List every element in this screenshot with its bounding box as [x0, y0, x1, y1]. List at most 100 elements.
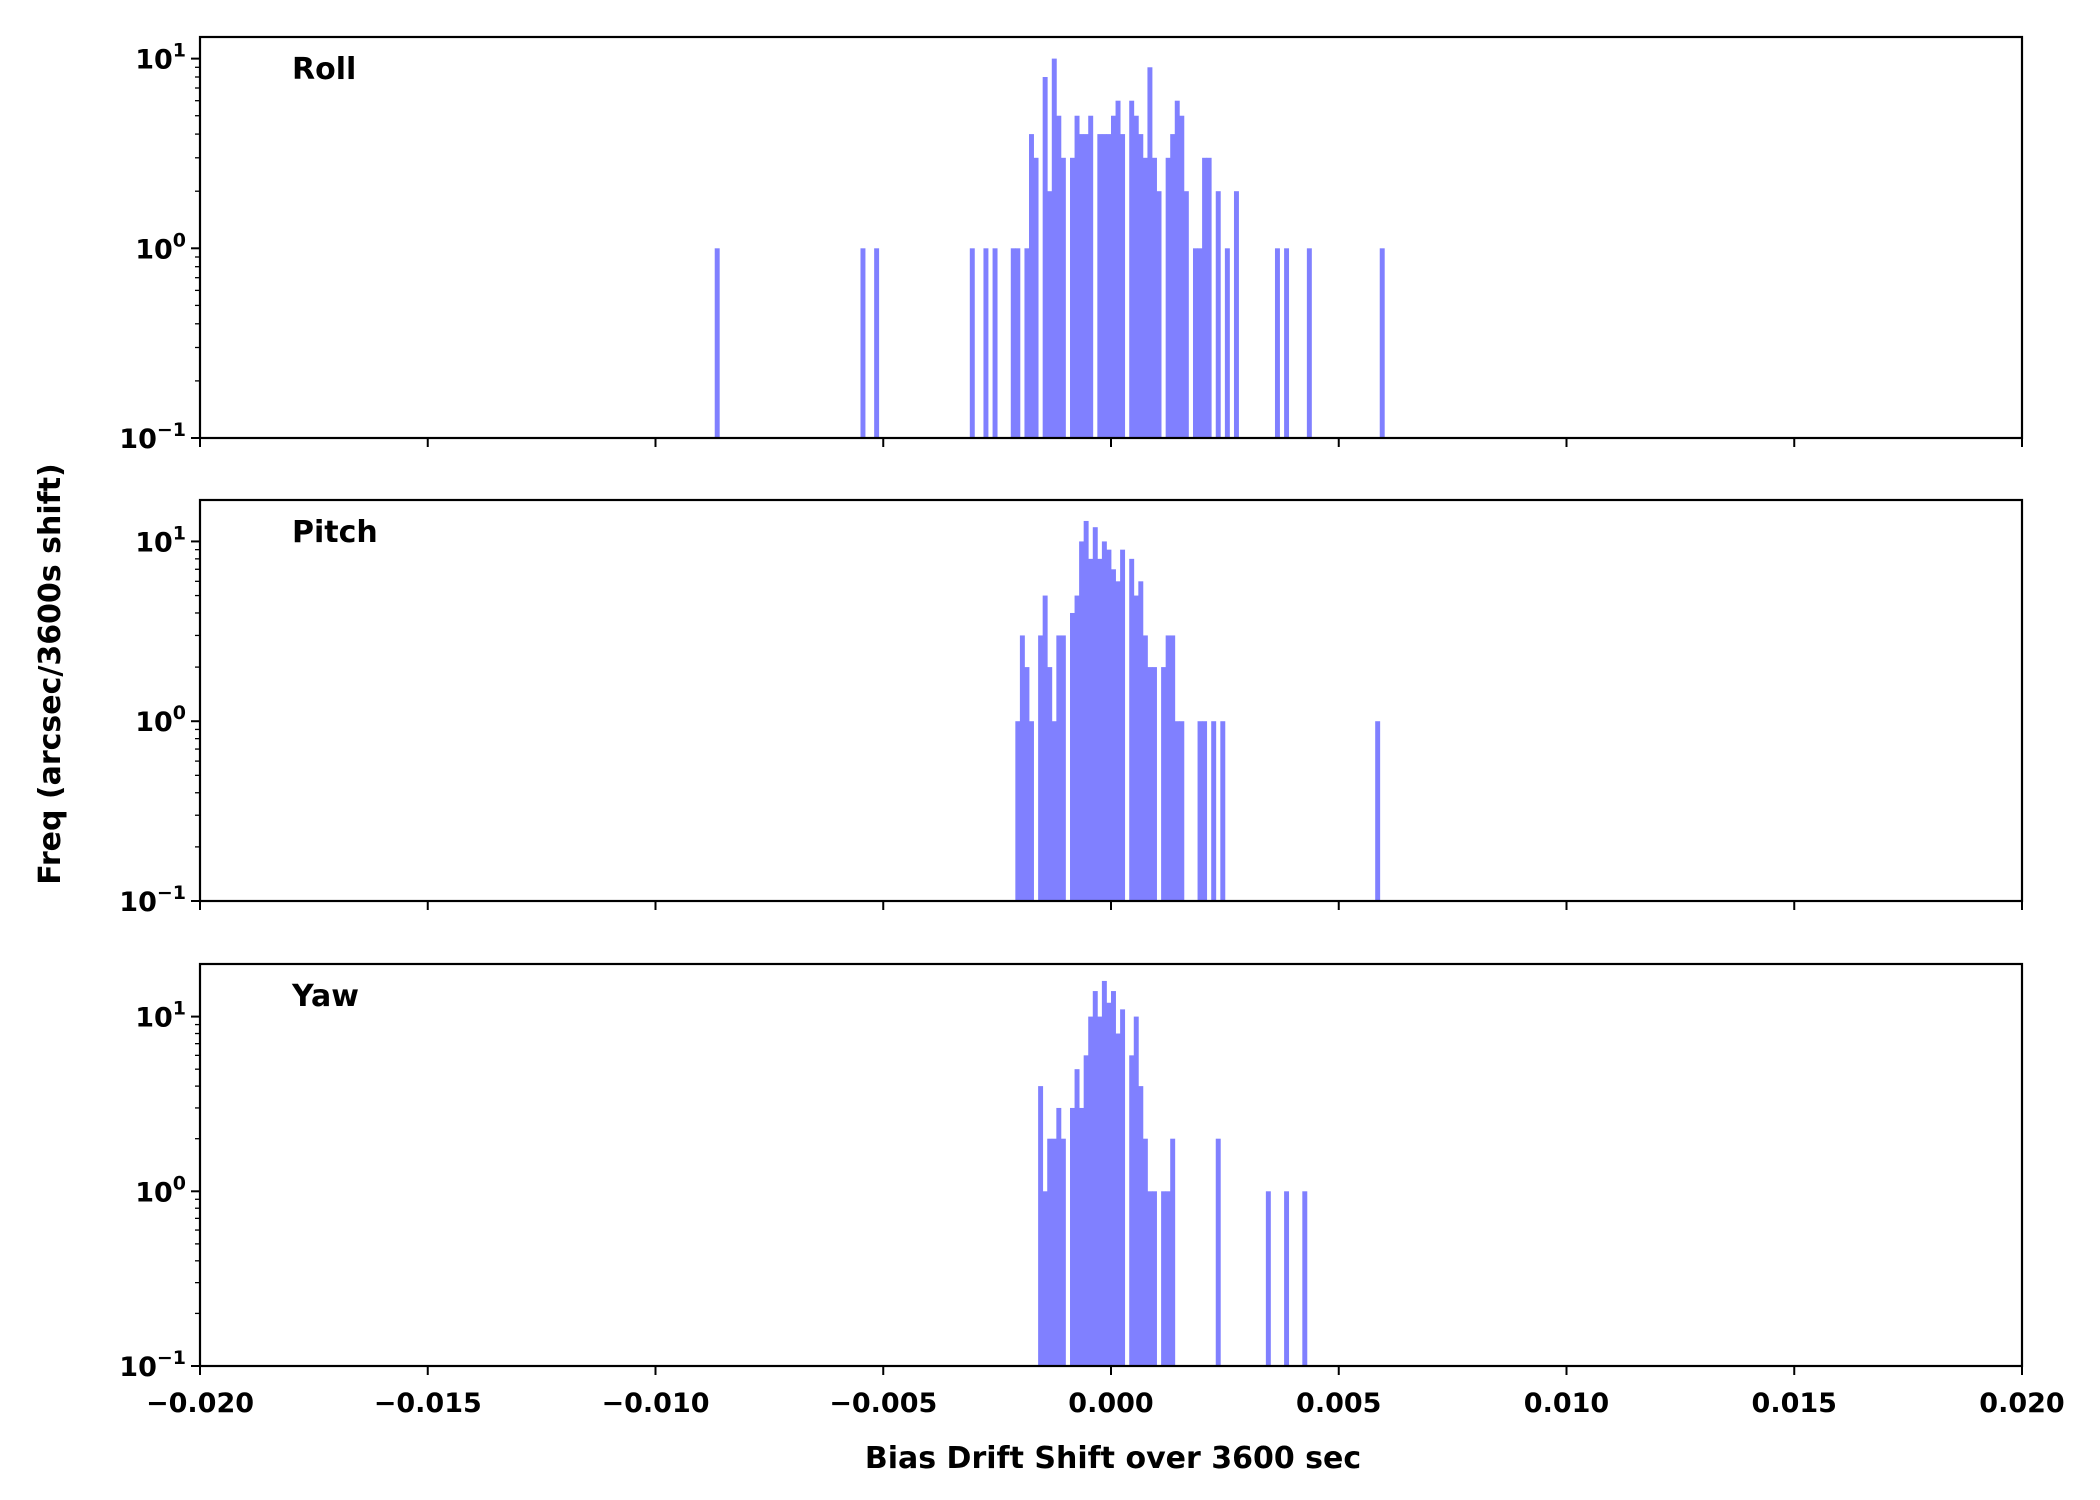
x-tick-label: −0.010: [601, 1388, 709, 1419]
y-tick-label: 101: [135, 998, 186, 1034]
histogram-bar: [1170, 1138, 1176, 1366]
histogram-bar: [1101, 134, 1107, 438]
histogram-bar: [1147, 667, 1153, 901]
histogram-bar: [1133, 595, 1139, 901]
histogram-bar: [1138, 1086, 1144, 1366]
histogram-bar: [1302, 1191, 1308, 1366]
histogram-bar: [1092, 527, 1098, 901]
histogram-bar: [1165, 635, 1171, 901]
histogram-bar: [1197, 721, 1203, 901]
histogram-bar: [1206, 157, 1212, 439]
x-tick-label: 0.020: [1979, 1388, 2064, 1419]
histogram-bar: [1042, 595, 1048, 901]
histogram-bar: [1170, 635, 1176, 901]
histogram-bar: [1051, 1138, 1057, 1366]
y-tick-exponent: 0: [173, 1172, 186, 1194]
histogram-bar: [1029, 721, 1034, 901]
histogram-bar: [992, 248, 998, 438]
x-tick-label: −0.020: [146, 1388, 254, 1419]
y-tick-base: 10: [119, 1352, 157, 1383]
panel-title: Pitch: [292, 515, 378, 550]
histogram-bar: [1224, 248, 1230, 438]
histogram-bar: [1233, 191, 1239, 438]
histogram-bar: [1015, 248, 1021, 438]
histogram-bar: [1070, 157, 1075, 439]
histogram-bar: [1183, 191, 1189, 438]
histogram-bar: [1179, 115, 1185, 438]
y-tick-base: 10: [135, 1177, 173, 1208]
y-tick-exponent: 1: [173, 40, 186, 62]
y-tick-label: 100: [135, 229, 186, 265]
histogram-bar: [860, 248, 866, 438]
histogram-bar: [1120, 549, 1126, 901]
histogram-bar: [1088, 1016, 1094, 1366]
panel-title: Yaw: [291, 979, 359, 1014]
histogram-bar: [1274, 248, 1280, 438]
histogram-bar: [1174, 100, 1180, 438]
histogram-bar: [1029, 134, 1034, 438]
histogram-bar: [1088, 115, 1094, 438]
histogram-bar: [1060, 1138, 1066, 1366]
histogram-bar: [1115, 1033, 1121, 1366]
histogram-bar: [1115, 100, 1121, 438]
x-tick-label: 0.000: [1068, 1388, 1153, 1419]
histogram-bar: [1197, 248, 1203, 438]
histogram-bar: [1079, 541, 1085, 901]
histogram-bar: [1106, 1002, 1112, 1366]
y-tick-label: 100: [135, 1172, 186, 1208]
histogram-bar: [1120, 1009, 1126, 1366]
histogram-bar: [1111, 991, 1116, 1366]
histogram-bar: [1284, 248, 1290, 438]
y-tick-exponent: 0: [173, 702, 186, 724]
histogram-bar: [1056, 635, 1062, 901]
histogram-bar: [1106, 134, 1112, 438]
histogram-bar: [1147, 1191, 1153, 1366]
histogram-bar: [1101, 541, 1107, 901]
histogram-bar: [1033, 157, 1039, 439]
histogram-bar: [1047, 191, 1053, 438]
histogram-bar: [1147, 67, 1153, 438]
histogram-bar: [1101, 980, 1107, 1366]
histogram-bar: [1170, 134, 1176, 438]
histogram-bar: [1051, 721, 1057, 901]
histogram-bar: [1097, 134, 1103, 438]
histogram-bar: [1142, 1138, 1148, 1366]
y-tick-label: 10−1: [119, 419, 186, 455]
x-tick-label: −0.005: [829, 1388, 937, 1419]
y-tick-base: 10: [135, 527, 173, 558]
histogram-bar: [1165, 157, 1171, 439]
y-tick-exponent: 0: [173, 229, 186, 251]
x-tick-label: 0.005: [1296, 1388, 1381, 1419]
histogram-bar: [1038, 635, 1044, 901]
y-tick-base: 10: [135, 234, 173, 265]
histogram-bar: [1161, 1191, 1167, 1366]
histogram-bar: [1133, 115, 1139, 438]
y-tick-exponent: −1: [157, 1347, 186, 1369]
histogram-bar: [1015, 721, 1021, 901]
histogram-bar: [1038, 1086, 1044, 1366]
y-tick-exponent: 1: [173, 522, 186, 544]
histogram-bar: [1379, 248, 1385, 438]
histogram-bar: [969, 248, 975, 438]
y-tick-base: 10: [135, 45, 173, 76]
histogram-bar: [1192, 248, 1198, 438]
y-axis-title: Freq (arcsec/3600s shift): [33, 463, 68, 885]
histogram-bar: [1284, 1191, 1290, 1366]
histogram-bar: [1115, 581, 1121, 901]
histogram-bar: [1056, 115, 1062, 438]
y-tick-base: 10: [135, 1003, 173, 1034]
y-tick-exponent: 1: [173, 998, 186, 1020]
panel-title: Roll: [292, 52, 356, 87]
histogram-bar: [1079, 1107, 1085, 1366]
histogram-bar: [1142, 157, 1148, 439]
histogram-bar: [1092, 991, 1098, 1366]
histogram-bar: [1215, 191, 1221, 438]
x-axis-title: Bias Drift Shift over 3600 sec: [865, 1441, 1361, 1476]
histogram-bar: [1179, 721, 1185, 901]
histogram-bar: [1138, 134, 1144, 438]
histogram-bar: [1083, 520, 1089, 901]
